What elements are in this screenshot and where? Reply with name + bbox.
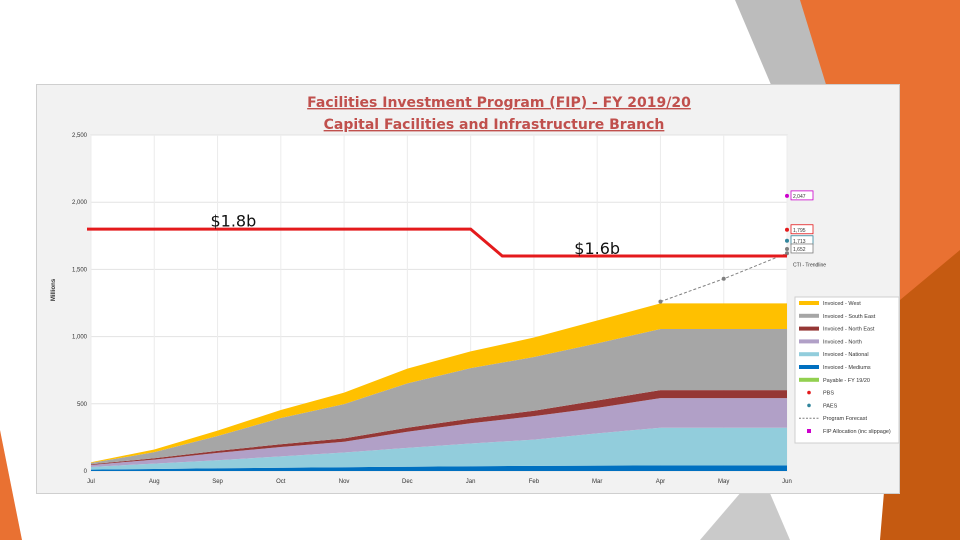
x-tick-label: Feb [529,479,540,485]
x-tick-label: Dec [402,479,413,485]
legend-label: Invoiced - South East [823,314,876,320]
end-label: 1,713 [793,239,806,245]
x-tick-label: Nov [339,479,350,485]
legend-swatch [799,301,819,305]
y-tick-label: 2,500 [72,133,88,139]
area-series [91,427,787,470]
area-series [91,465,787,471]
x-tick-label: Jun [782,479,792,485]
x-tick-label: Mar [592,479,602,485]
y-tick-label: 500 [77,402,88,408]
end-label-box [790,190,814,201]
forecast-point [785,251,789,256]
y-axis-label: Millions [51,278,57,301]
end-label: CTI - Trendline [793,263,826,269]
end-label-box [790,224,814,235]
legend-label: Invoiced - West [823,301,861,307]
legend-label: Program Forecast [823,416,867,422]
area-series [91,390,787,465]
x-tick-label: Jan [466,479,476,485]
y-tick-label: 1,000 [72,335,88,341]
end-marker [785,227,789,232]
forecast-point [721,276,726,281]
legend-label: FIP Allocation (inc slippage) [823,429,891,435]
legend-swatch [807,403,811,408]
chart-subtitle: Capital Facilities and Infrastructure Br… [324,117,665,133]
y-tick-label: 2,000 [72,200,88,206]
end-label-box [790,243,814,254]
x-tick-label: Sep [212,479,223,485]
legend-label: Invoiced - Mediums [823,365,871,371]
end-label: 1,652 [793,247,806,253]
legend-swatch [807,429,811,433]
end-marker [785,246,789,251]
area-series [91,398,787,467]
slide-dark-orange-shape [880,250,960,540]
budget-annotation: $1.6b [574,239,620,258]
legend-label: PBS [823,391,834,397]
area-series [91,328,787,465]
x-tick-label: Jul [87,479,95,485]
end-label: 2,047 [793,194,806,200]
legend-swatch [799,326,819,331]
chart-frame: Facilities Investment Program (FIP) - FY… [36,84,900,494]
end-marker [785,193,789,198]
legend-swatch [807,390,811,395]
x-tick-label: May [718,479,729,485]
legend-swatch [799,377,819,382]
legend-label: Invoiced - North East [823,327,875,333]
legend-swatch [799,365,819,369]
legend-label: Payable - FY 19/20 [823,378,870,384]
budget-line [87,227,787,258]
legend-swatch [799,352,819,357]
legend-label: Invoiced - National [823,352,869,358]
x-tick-label: Aug [149,479,160,485]
chart-title: Facilities Investment Program (FIP) - FY… [307,95,691,111]
end-marker [785,238,789,243]
legend-swatch [799,339,819,344]
legend-swatch [799,313,819,318]
legend-label: PAES [823,403,838,409]
end-label: 1,795 [793,228,806,234]
legend-box [794,296,899,444]
forecast-point [658,299,663,304]
y-tick-label: 0 [84,469,88,475]
y-tick-label: 1,500 [72,267,88,273]
legend-label: Invoiced - North [823,339,862,345]
area-series [91,303,787,463]
x-tick-label: Oct [276,479,286,485]
slide-corner-left [0,430,22,540]
fip-chart: Facilities Investment Program (FIP) - FY… [51,95,899,485]
x-tick-label: Apr [656,479,665,485]
budget-annotation: $1.8b [210,211,256,230]
